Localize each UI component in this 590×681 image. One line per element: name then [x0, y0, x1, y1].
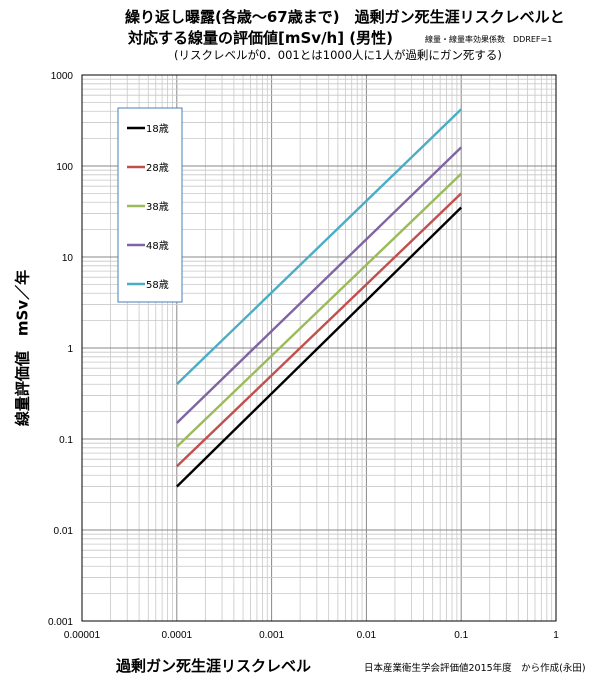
x-tick-label: 0.1	[454, 630, 468, 641]
y-tick-label: 100	[56, 162, 73, 173]
x-tick-label: 0.001	[259, 630, 284, 641]
series-lines	[175, 108, 463, 488]
x-axis-label: 過剰ガン死生涯リスクレベル	[116, 657, 312, 675]
x-axis-ticks: 0.00001 0.0001 0.001 0.01 0.1 1	[64, 630, 559, 641]
legend-label: 48歳	[146, 240, 169, 252]
y-tick-label: 0.001	[48, 617, 73, 628]
ddref-note: 線量・線量率効果係数 DDREF=1	[425, 35, 553, 44]
chart-subtitle: (リスクレベルが0．001とは1000人に1人が過剰にガン死する)	[174, 48, 502, 62]
x-tick-label: 0.0001	[162, 630, 193, 641]
x-tick-label: 0.01	[357, 630, 377, 641]
y-tick-label: 10	[62, 253, 74, 264]
legend-label: 18歳	[146, 123, 169, 135]
legend-label: 28歳	[146, 162, 169, 174]
series-line-48	[175, 146, 463, 424]
chart-title-line1: 繰り返し曝露(各歳～67歳まで) 過剰ガン死生涯リスクレベルと	[125, 8, 565, 26]
series-line-18	[175, 206, 463, 488]
y-tick-label: 1000	[51, 71, 74, 82]
legend-label: 38歳	[146, 201, 169, 213]
legend: 18歳 28歳 38歳 48歳 58歳	[117, 107, 183, 303]
chart-title-line2: 対応する線量の評価値[mSv/h] (男性)	[128, 29, 394, 47]
y-axis-ticks: 0.001 0.01 0.1 1 10 100 1000	[48, 71, 73, 628]
x-tick-label: 0.00001	[64, 630, 101, 641]
series-line-38	[175, 172, 463, 448]
series-line-58	[175, 108, 463, 386]
y-tick-label: 1	[67, 344, 73, 355]
y-tick-label: 0.1	[59, 435, 73, 446]
source-note: 日本産業衛生学会評価値2015年度 から作成(永田)	[364, 663, 586, 674]
series-line-28	[175, 192, 463, 468]
x-tick-label: 1	[553, 630, 559, 641]
y-tick-label: 0.01	[54, 526, 74, 537]
plot-area-frame	[81, 74, 557, 622]
y-axis-label: 線量評価値 mSv／年	[13, 269, 32, 427]
legend-label: 58歳	[146, 279, 169, 291]
